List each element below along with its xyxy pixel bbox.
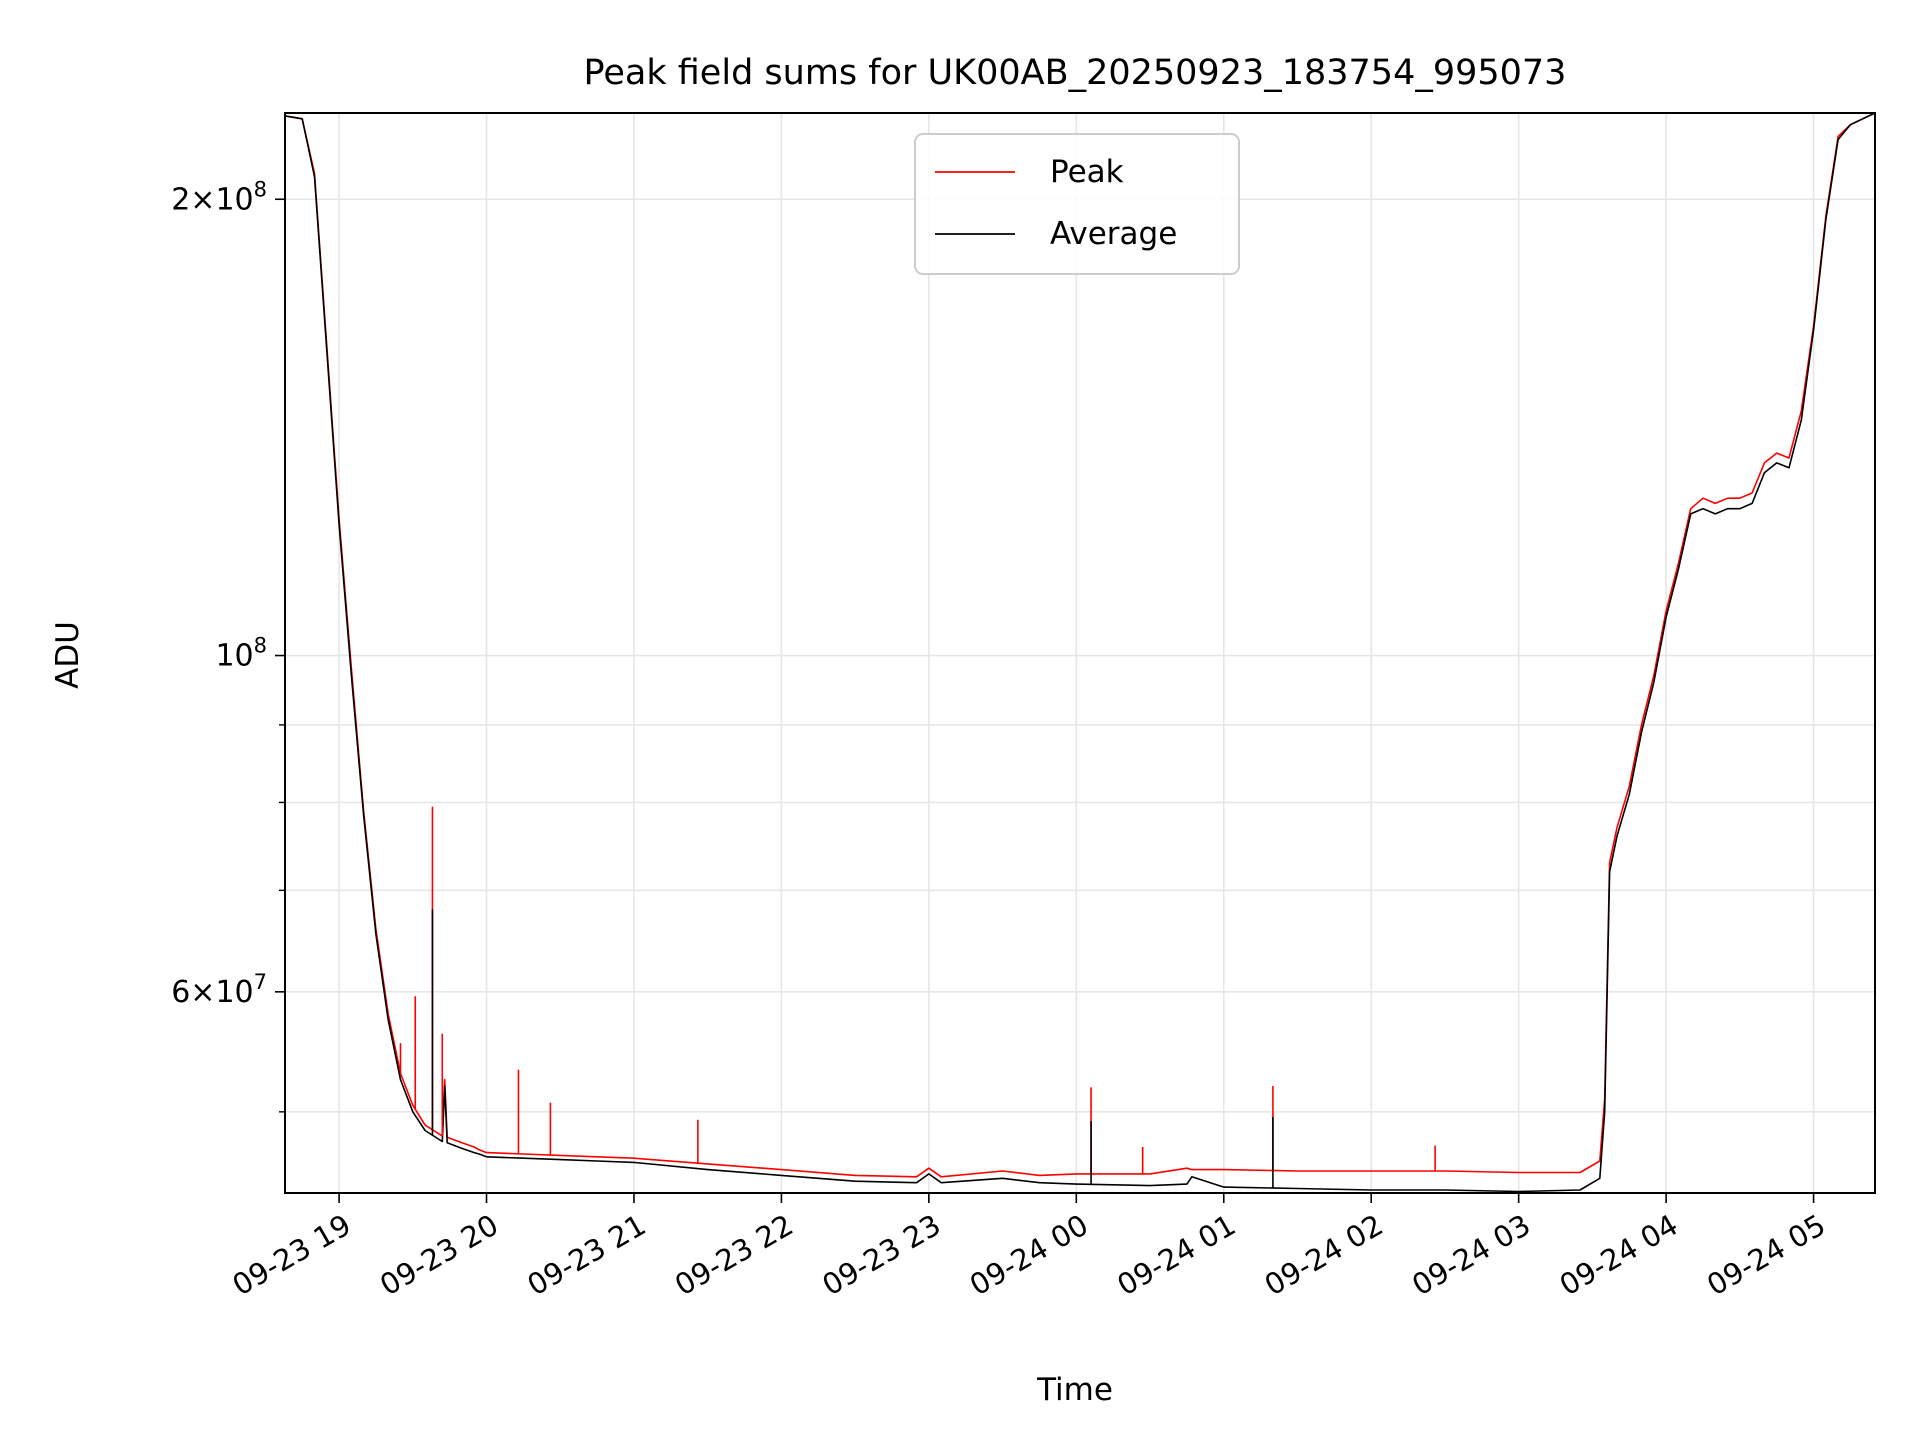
legend-label-average: Average — [1050, 216, 1177, 252]
legend-box — [914, 133, 1240, 275]
y-axis-label: ADU — [50, 621, 86, 689]
series-line-peak — [285, 113, 1875, 1178]
y-tick-label: 6×107 — [171, 970, 267, 1010]
x-axis-label: Time — [1036, 1372, 1113, 1408]
legend: Peak Average — [914, 133, 1240, 275]
chart-title: Peak field sums for UK00AB_20250923_1837… — [584, 53, 1567, 93]
series-layer — [285, 113, 1875, 1193]
grid — [285, 113, 1875, 1193]
y-tick-label: 108 — [215, 634, 267, 674]
y-tick-label: 2×108 — [171, 177, 267, 217]
axes-frame — [284, 112, 1876, 1194]
legend-label-peak: Peak — [1050, 154, 1124, 190]
series-line-average — [285, 113, 1875, 1193]
